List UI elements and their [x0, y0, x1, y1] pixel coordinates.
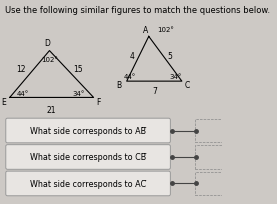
Text: What side corresponds to AC̅: What side corresponds to AC̅ [30, 179, 146, 188]
Text: Use the following similar figures to match the questions below.: Use the following similar figures to mat… [5, 6, 270, 15]
Text: 44°: 44° [17, 91, 29, 97]
Text: E: E [1, 98, 6, 106]
Text: 21: 21 [47, 106, 57, 115]
FancyBboxPatch shape [6, 145, 170, 170]
Text: 102°: 102° [41, 57, 58, 62]
Text: 5: 5 [167, 52, 172, 61]
Text: 12: 12 [16, 65, 25, 74]
Text: F: F [96, 98, 100, 106]
FancyBboxPatch shape [6, 119, 170, 143]
Text: 7: 7 [152, 86, 157, 95]
Text: C: C [185, 80, 190, 89]
Text: 34°: 34° [169, 74, 181, 80]
Text: What side corresponds to AB̅: What side corresponds to AB̅ [30, 126, 146, 135]
Text: 4: 4 [130, 52, 135, 61]
Text: A: A [143, 26, 148, 34]
Text: What side corresponds to CB̅: What side corresponds to CB̅ [30, 153, 146, 162]
Text: 15: 15 [73, 65, 83, 74]
Text: 34°: 34° [72, 91, 84, 97]
Text: 102°: 102° [157, 27, 174, 33]
FancyBboxPatch shape [6, 171, 170, 196]
Text: 44°: 44° [124, 74, 136, 80]
Text: D: D [44, 39, 50, 48]
Text: B: B [116, 80, 122, 89]
